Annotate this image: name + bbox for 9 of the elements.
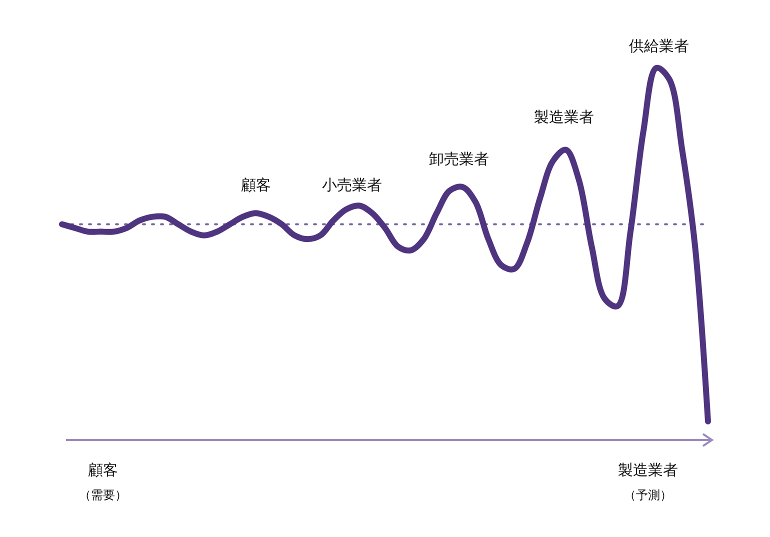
text: 顧客 — [88, 461, 118, 479]
text: 供給業者 — [629, 37, 689, 55]
annotation: 製造業者 — [534, 108, 594, 126]
annotation: 卸売業者 — [429, 150, 489, 168]
annotation: 顧客 — [241, 176, 271, 194]
text: （需要） — [79, 488, 127, 502]
annotation: 小売業者 — [322, 176, 382, 194]
text: 製造業者 — [618, 461, 678, 479]
text: （予測） — [624, 488, 672, 502]
